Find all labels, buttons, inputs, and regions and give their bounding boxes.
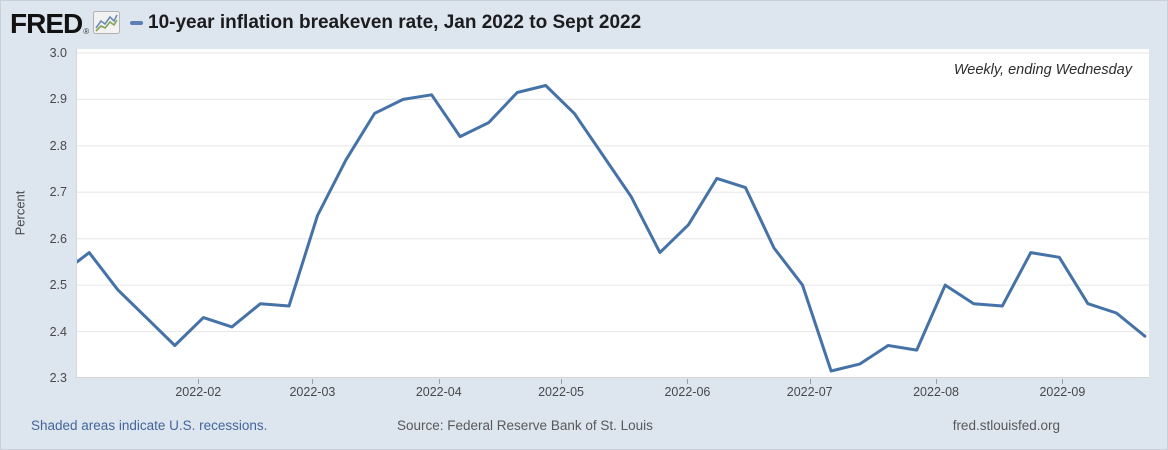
- x-tick-label: 2022-02: [175, 385, 222, 399]
- x-tick-mark: [312, 379, 314, 384]
- x-tick-mark: [1062, 379, 1064, 384]
- x-tick-label: 2022-03: [289, 385, 336, 399]
- x-tick-label: 2022-04: [415, 385, 462, 399]
- series-legend-dash: [130, 21, 143, 25]
- x-tick-mark: [687, 379, 689, 384]
- fred-website-link[interactable]: fred.stlouisfed.org: [952, 418, 1060, 433]
- chart-canvas: [77, 52, 1149, 378]
- x-tick-mark: [809, 379, 811, 384]
- y-tick-label: 2.9: [49, 92, 67, 107]
- y-tick-label: 2.8: [49, 138, 67, 153]
- x-tick-label: 2022-05: [538, 385, 584, 399]
- x-tick-mark: [198, 379, 200, 384]
- x-tick-label: 2022-09: [1039, 385, 1086, 399]
- x-tick-mark: [561, 379, 563, 384]
- series-line: [77, 84, 1147, 373]
- x-tick-mark: [936, 379, 938, 384]
- chart-title: 10-year inflation breakeven rate, Jan 20…: [148, 12, 642, 33]
- x-tick-label: 2022-06: [664, 385, 711, 399]
- x-tick-mark: [438, 379, 440, 384]
- fred-logo-chart-icon: [93, 11, 121, 39]
- y-tick-label: 2.6: [49, 231, 67, 246]
- frequency-note: Weekly, ending Wednesday: [953, 62, 1132, 78]
- plot-area: [76, 49, 1149, 378]
- fred-logo-text: FRED: [10, 8, 83, 39]
- y-tick-label: 2.5: [49, 278, 67, 293]
- y-tick-label: 3.0: [49, 46, 67, 60]
- recessions-note-link[interactable]: Shaded areas indicate U.S. recessions.: [31, 418, 268, 433]
- fred-logo-registered-mark: ®: [83, 27, 90, 36]
- y-tick-label: 2.4: [49, 324, 67, 339]
- x-tick-label: 2022-08: [913, 385, 959, 399]
- y-tick-label: 2.7: [49, 185, 67, 200]
- source-text: Source: Federal Reserve Bank of St. Loui…: [397, 418, 653, 433]
- fred-logo[interactable]: FRED ®: [10, 8, 121, 40]
- y-tick-label: 2.3: [49, 371, 67, 385]
- x-tick-label: 2022-07: [786, 385, 833, 399]
